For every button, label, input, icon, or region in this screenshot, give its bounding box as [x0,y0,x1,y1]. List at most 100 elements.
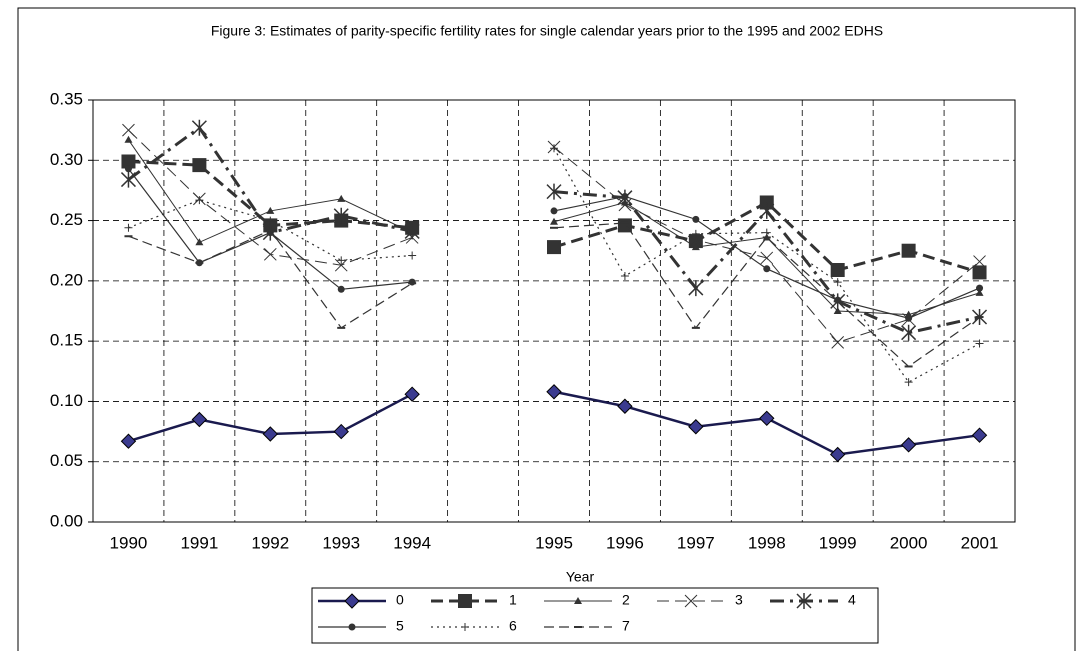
marker-shape [408,278,416,286]
legend-box [311,587,879,644]
x-tick-label: 1996 [606,533,644,552]
marker-shape [691,243,700,251]
data-point [972,265,987,280]
marker-shape [833,278,842,287]
marker-shape [692,215,700,223]
data-point [689,233,703,247]
series-line [127,125,980,335]
legend-label: 1 [509,592,517,608]
marker-shape [759,202,775,219]
marker-shape [121,154,136,169]
data-point [195,196,204,205]
data-point [901,243,916,258]
marker-shape [617,398,633,414]
marker-shape [334,258,348,272]
marker-shape [124,165,132,173]
data-point [191,119,207,136]
legend-label: 6 [509,618,517,634]
data-point [971,427,988,443]
data-point [124,135,133,143]
legend-marker [796,593,812,609]
data-point [550,144,558,153]
marker-shape [333,423,349,440]
marker-shape [550,217,558,225]
data-point [763,265,771,273]
legend-label: 5 [396,618,404,634]
data-point [975,339,984,348]
marker-shape [762,228,771,237]
marker-shape [620,272,629,281]
y-tick-label: 0.25 [50,210,83,229]
marker-shape [262,426,279,442]
data-point [692,215,700,223]
y-tick-label: 0.15 [50,331,83,350]
x-tick-label: 1997 [677,533,715,552]
marker-shape [191,411,208,428]
data-point [621,192,629,200]
marker-shape [691,229,700,238]
marker-shape [763,265,771,273]
marker-shape [263,247,277,261]
data-point [904,378,913,387]
marker-shape [574,597,582,604]
marker-shape [904,378,913,387]
data-point [691,229,700,238]
legend-marker [574,597,582,604]
data-point [688,280,704,297]
marker-shape [124,135,133,143]
y-tick-label: 0.10 [50,391,83,410]
data-point [834,296,842,304]
data-point [762,228,771,237]
marker-shape [191,119,207,136]
marker-shape [973,255,986,268]
data-point [333,423,349,440]
data-point [334,258,348,272]
data-point [973,255,986,268]
legend-label: 4 [848,592,856,608]
data-point [408,278,416,286]
marker-shape [829,446,846,463]
y-tick-label: 0.30 [50,150,83,169]
marker-shape [975,288,984,296]
x-tick-label: 2001 [961,533,999,552]
data-point [333,207,349,224]
data-point [408,251,417,260]
marker-shape [831,335,845,349]
x-tick-label: 1992 [251,533,289,552]
marker-shape [546,384,562,400]
marker-shape [972,265,987,280]
data-point [266,216,275,225]
marker-shape [408,251,417,260]
data-point [833,307,842,314]
chart-frame [17,7,1076,651]
marker-shape [550,144,558,153]
marker-shape [192,158,207,173]
legend-marker [458,594,472,608]
marker-shape [901,243,916,258]
marker-shape [120,171,136,188]
data-point [688,419,704,435]
x-tick-label: 1999 [819,533,857,552]
marker-shape [195,196,204,205]
data-point [617,398,633,414]
data-point [976,284,984,292]
marker-shape [550,207,558,215]
marker-shape [684,594,698,608]
data-point [620,272,629,281]
x-tick-label: 1994 [393,533,431,552]
data-point [830,263,845,278]
marker-shape [122,123,135,137]
data-point [905,314,913,322]
marker-shape [337,256,346,265]
marker-shape [796,593,812,609]
x-tick-label: 1990 [110,533,148,552]
x-tick-label: 1993 [322,533,360,552]
data-point [550,217,558,225]
data-point [337,194,346,202]
marker-shape [759,410,775,427]
marker-shape [337,194,346,202]
legend-marker [684,594,698,608]
marker-shape [337,285,345,293]
marker-shape [458,594,472,608]
data-point [195,238,204,246]
